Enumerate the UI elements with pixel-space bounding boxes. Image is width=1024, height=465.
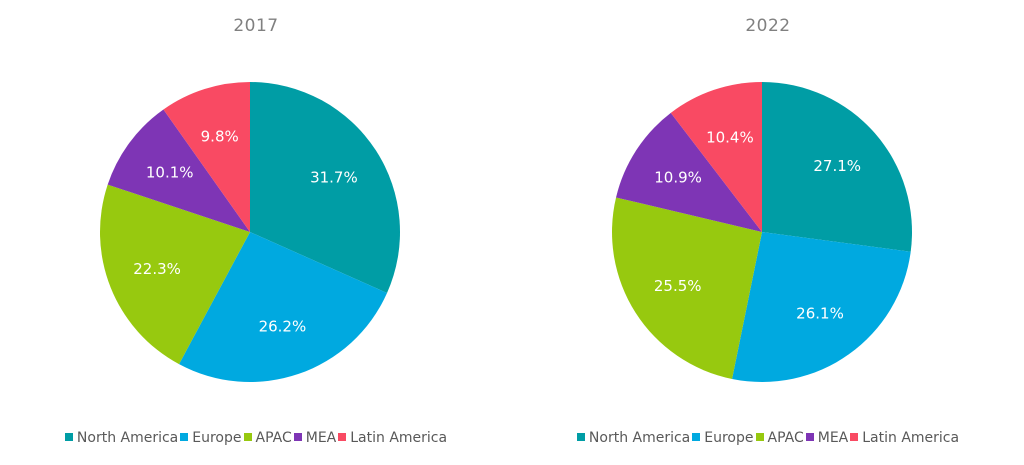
chart-title: 2022 [745,16,791,36]
data-label-europe: 26.1% [796,305,844,323]
legend-item-apac: APAC [243,430,292,446]
legend-label: MEA [817,430,849,446]
pie-slice-north-america [250,82,401,294]
legend-swatch [755,433,764,441]
legend-swatch [293,433,302,441]
pie-slice-latin-america [670,82,762,232]
legend-label: Latin America [350,430,448,446]
pie-slice-apac [612,197,762,379]
legend-swatch [180,433,189,441]
chart-legend: North America Europe APAC MEA Latin America [512,430,1024,446]
legend-label: MEA [305,430,337,446]
legend-item-latin-america: Latin America [850,430,959,446]
legend-swatch [338,433,347,441]
legend-item-latin-america: Latin America [338,430,447,446]
legend-swatch [692,433,701,441]
data-label-europe: 26.2% [259,318,307,336]
data-label-north-america: 27.1% [813,157,861,175]
pie-slice-mea [616,112,762,232]
pie-slice-latin-america [163,82,250,232]
legend-item-europe: Europe [692,430,754,446]
legend-item-mea: MEA [805,430,849,446]
chart-title: 2017 [233,16,279,36]
pie-slice-mea [107,109,250,232]
legend-swatch [576,433,585,441]
chart-legend: North America Europe APAC MEA Latin America [0,430,512,446]
data-label-apac: 22.3% [133,260,181,278]
pie-slice-north-america [762,82,913,252]
pie-chart-2022: 27.1% 26.1% 25.5% 10.9% 10.4% [612,82,913,383]
data-label-apac: 25.5% [654,277,702,295]
data-label-mea: 10.9% [654,169,702,187]
legend-item-europe: Europe [180,430,242,446]
pie-slice-apac [99,184,250,365]
legend-swatch [64,433,73,441]
data-label-mea: 10.1% [146,163,194,181]
legend-label: North America [76,430,179,446]
legend-label: APAC [255,430,292,446]
legend-swatch [850,433,859,441]
legend-label: North America [588,430,691,446]
legend-swatch [243,433,252,441]
data-label-latin-america: 10.4% [706,128,754,146]
legend-label: Europe [192,430,242,446]
legend-item-mea: MEA [293,430,337,446]
legend-item-north-america: North America [64,430,179,446]
legend-label: APAC [767,430,804,446]
data-label-north-america: 31.7% [310,169,358,187]
legend-label: Europe [704,430,754,446]
pie-chart-2017: 31.7% 26.2% 22.3% 10.1% 9.8% [99,82,401,383]
data-label-latin-america: 9.8% [201,128,239,146]
chart-panel-2017: 2017 31.7% 26.2% 22.3% 10.1% 9.8% North Amer… [0,16,512,446]
legend-item-apac: APAC [755,430,804,446]
legend-label: Latin America [862,430,960,446]
legend-item-north-america: North America [576,430,691,446]
chart-panel-2022: 2022 27.1% 26.1% 25.5% 10.9% 10.4% North Ame… [512,0,1024,465]
legend-swatch [805,433,814,441]
pie-slice-europe [179,232,388,383]
pie-slice-europe [732,232,911,383]
